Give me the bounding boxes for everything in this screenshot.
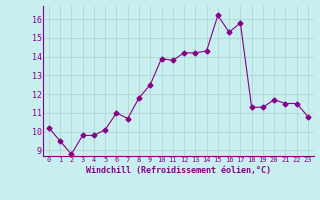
X-axis label: Windchill (Refroidissement éolien,°C): Windchill (Refroidissement éolien,°C) bbox=[86, 166, 271, 175]
